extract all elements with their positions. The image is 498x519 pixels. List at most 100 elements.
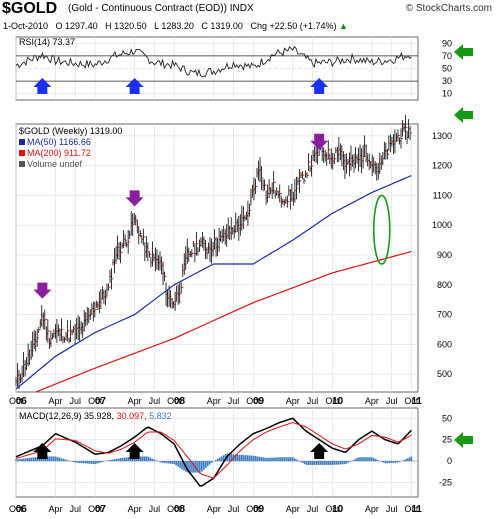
macd-histogram-bar	[161, 461, 164, 463]
macd-histogram-bar	[284, 457, 286, 462]
macd-histogram-bar	[100, 461, 102, 463]
x-tick-label: Apr	[128, 396, 142, 406]
macd-histogram-bar	[206, 461, 209, 467]
x-tick-label: 10	[332, 396, 344, 407]
price-tick-label: 500	[437, 369, 452, 379]
macd-histogram-bar	[29, 457, 31, 462]
x-tick-label: Apr	[365, 396, 379, 406]
macd-histogram-bar	[311, 461, 314, 465]
macd-histogram-bar	[66, 460, 69, 462]
macd-histogram-bar	[179, 461, 181, 468]
macd-panel	[15, 407, 419, 498]
macd-histogram-bar	[286, 457, 288, 462]
macd-histogram-bar	[410, 456, 413, 462]
legend-swatch	[19, 150, 25, 156]
macd-histogram-bar	[159, 461, 162, 463]
ma50-line	[15, 175, 412, 390]
chart-symbol: $GOLD	[2, 0, 58, 17]
macd-histogram-bar	[208, 461, 211, 465]
macd-histogram-bar	[347, 461, 349, 463]
macd-histogram-bar	[147, 456, 150, 462]
legend-swatch	[19, 139, 25, 145]
macd-histogram-bar	[329, 461, 332, 465]
macd-histogram-bar	[149, 457, 152, 462]
macd-histogram-bar	[268, 457, 270, 462]
price-tick-label: 800	[437, 280, 452, 290]
macd-histogram-bar	[408, 457, 411, 462]
macd-histogram-bar	[171, 461, 173, 464]
macd-histogram-bar	[392, 461, 395, 463]
ma-gap-ellipse	[372, 194, 391, 265]
macd-histogram-bar	[52, 456, 55, 462]
x-tick-label: Apr	[286, 396, 300, 406]
change-up-icon: ▲	[339, 21, 348, 31]
macd-histogram-bar	[201, 461, 203, 472]
macd-histogram-bar	[337, 461, 340, 465]
x-tick-label: 11	[411, 396, 422, 407]
ohlc-line: 1-Oct-2010 O 1297.40 H 1320.50 L 1283.20…	[3, 21, 348, 31]
macd-histogram-bar	[204, 461, 207, 468]
quote-date: 1-Oct-2010	[3, 21, 49, 31]
macd-histogram-bar	[252, 455, 255, 462]
macd-histogram-bar	[167, 461, 170, 464]
quote-high: H 1320.50	[105, 21, 147, 31]
macd-histogram-bar	[303, 461, 306, 465]
macd-histogram-bar	[189, 461, 191, 473]
price-tick-label: 1200	[432, 161, 452, 171]
legend-entry: MA(50) 1166.66	[27, 137, 91, 147]
macd-histogram-bar	[94, 461, 96, 465]
macd-histogram-bar	[78, 461, 81, 463]
macd-histogram-bar	[214, 459, 217, 462]
macd-histogram-bar	[258, 456, 260, 462]
macd-histogram-bar	[25, 458, 27, 462]
macd-histogram-bar	[224, 454, 227, 462]
macd-histogram-bar	[313, 461, 316, 465]
macd-histogram-bar	[353, 459, 355, 462]
x-tick-label: 08	[174, 504, 186, 515]
x-tick-label: Jul	[70, 396, 82, 406]
rsi-tick-label: 10	[442, 89, 452, 99]
macd-histogram-bar	[355, 458, 357, 462]
macd-histogram-bar	[309, 461, 312, 465]
macd-histogram-bar	[282, 457, 284, 462]
macd-tick-label: 0	[447, 456, 452, 466]
price-tick-label: 600	[437, 339, 452, 349]
rsi-label: RSI(14) 73.37	[19, 37, 75, 47]
x-tick-label: Apr	[207, 396, 221, 406]
macd-histogram-bar	[58, 457, 61, 462]
macd-histogram-bar	[151, 458, 154, 462]
macd-tick-label: 25	[442, 435, 452, 445]
x-tick-label: Jul	[386, 396, 398, 406]
macd-histogram-bar	[62, 458, 65, 462]
current-level-arrow	[454, 432, 473, 448]
macd-histogram-bar	[299, 461, 302, 462]
macd-histogram-bar	[181, 461, 183, 470]
macd-histogram-bar	[199, 461, 201, 473]
macd-histogram-bar	[119, 458, 122, 462]
macd-marker-arrow	[310, 443, 329, 460]
macd-marker-arrow	[33, 443, 52, 460]
rsi-tick-label: 50	[442, 64, 452, 74]
macd-histogram-bar	[238, 454, 241, 462]
macd-histogram-bar	[406, 458, 409, 462]
macd-histogram-bar	[145, 456, 148, 462]
macd-histogram-bar	[191, 461, 193, 473]
macd-histogram-bar	[388, 461, 391, 464]
x-tick-label: Apr	[207, 504, 221, 514]
macd-histogram-bar	[143, 456, 146, 462]
x-tick-label: 06	[16, 504, 28, 515]
current-level-arrow	[454, 44, 473, 60]
x-tick-label: Jul	[386, 504, 398, 514]
peak-marker-arrow	[125, 190, 144, 207]
macd-histogram-bar	[343, 461, 345, 465]
macd-histogram-bar	[363, 457, 365, 462]
peak-marker-arrow	[33, 282, 52, 299]
chart-instrument-name: (Gold - Continuous Contract (EOD)) INDX	[68, 3, 254, 14]
macd-histogram-bar	[86, 461, 88, 464]
x-tick-label: Oct	[325, 396, 340, 406]
macd-histogram-bar	[260, 457, 262, 462]
macd-histogram-bar	[321, 461, 324, 465]
macd-histogram-bar	[264, 457, 266, 462]
macd-marker-arrow	[125, 443, 144, 460]
macd-histogram-bar	[234, 454, 237, 462]
